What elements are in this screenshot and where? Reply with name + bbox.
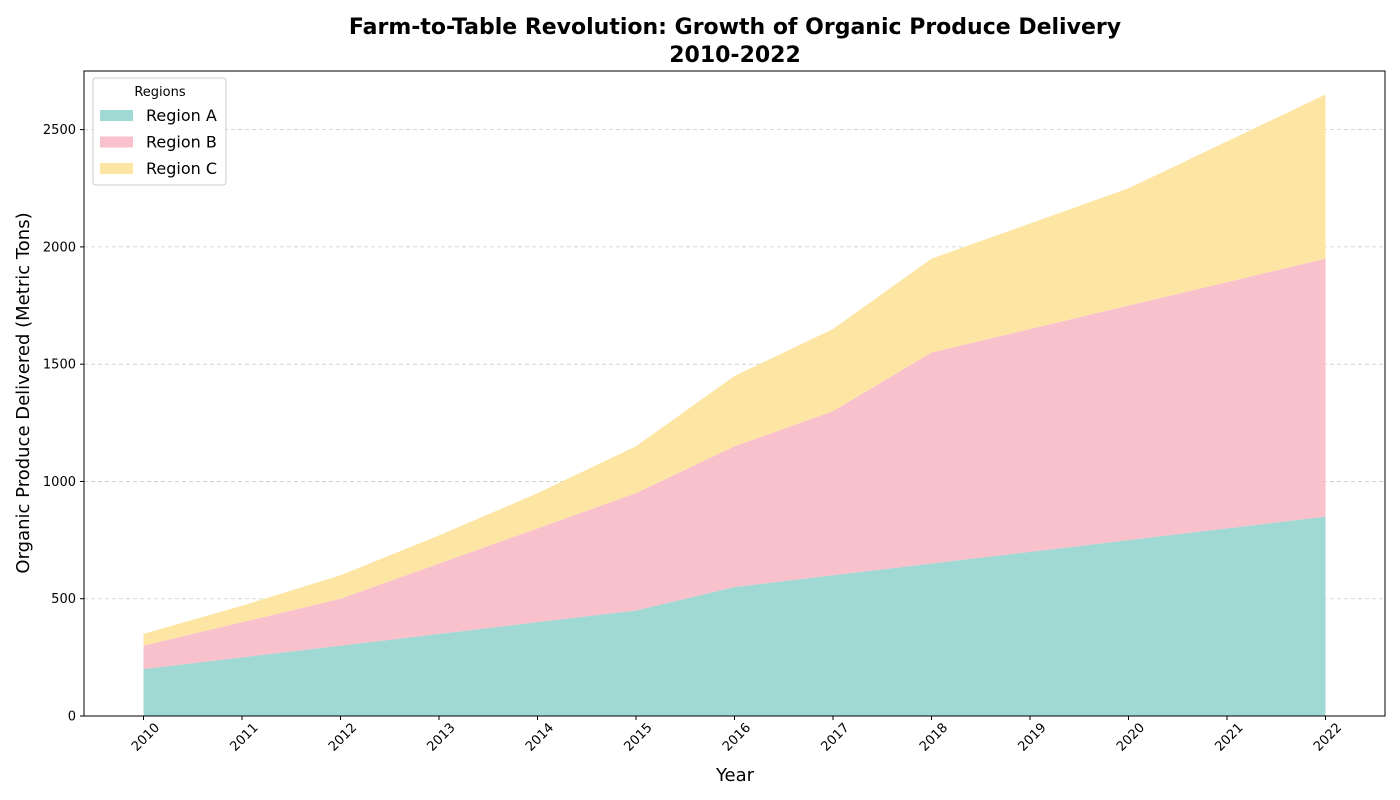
x-tick-label: 2021 bbox=[1213, 721, 1247, 755]
area-series bbox=[143, 94, 1326, 716]
x-tick-label: 2018 bbox=[917, 721, 951, 755]
x-tick-label: 2010 bbox=[129, 721, 163, 755]
x-tick-label: 2011 bbox=[228, 721, 262, 755]
legend-swatch bbox=[100, 136, 133, 148]
chart-subtitle: 2010-2022 bbox=[669, 43, 801, 68]
x-tick-label: 2022 bbox=[1311, 721, 1345, 755]
y-tick-label: 1000 bbox=[43, 475, 76, 490]
x-tick-label: 2013 bbox=[425, 721, 459, 755]
x-tick-label: 2020 bbox=[1114, 721, 1148, 755]
area-region-c bbox=[143, 94, 1326, 646]
legend-label: Region B bbox=[146, 133, 217, 152]
legend-label: Region A bbox=[146, 106, 217, 125]
area-region-a bbox=[143, 516, 1326, 716]
chart-title: Farm-to-Table Revolution: Growth of Orga… bbox=[349, 15, 1121, 40]
area-region-b bbox=[143, 258, 1326, 670]
y-tick-label: 0 bbox=[68, 710, 76, 725]
x-tick-label: 2014 bbox=[523, 721, 557, 755]
x-tick-label: 2016 bbox=[720, 721, 754, 755]
y-axis-label: Organic Produce Delivered (Metric Tons) bbox=[13, 212, 34, 573]
legend-box bbox=[92, 77, 227, 186]
x-tick-label: 2017 bbox=[819, 721, 853, 755]
y-tick-label: 2500 bbox=[43, 123, 76, 138]
x-tick-label: 2015 bbox=[622, 721, 656, 755]
legend-label: Region C bbox=[146, 159, 217, 178]
x-tick-label: 2019 bbox=[1016, 721, 1050, 755]
x-axis-label: Year bbox=[715, 765, 755, 786]
y-tick-label: 2000 bbox=[43, 240, 76, 255]
legend-swatch bbox=[100, 163, 133, 174]
legend-title: Regions bbox=[134, 85, 186, 100]
legend: Regions Region A Region B Region C bbox=[92, 77, 227, 186]
y-tick-label: 500 bbox=[51, 592, 76, 607]
legend-swatch bbox=[100, 110, 133, 121]
x-tick-label: 2012 bbox=[326, 721, 360, 755]
y-tick-label: 1500 bbox=[43, 358, 76, 373]
